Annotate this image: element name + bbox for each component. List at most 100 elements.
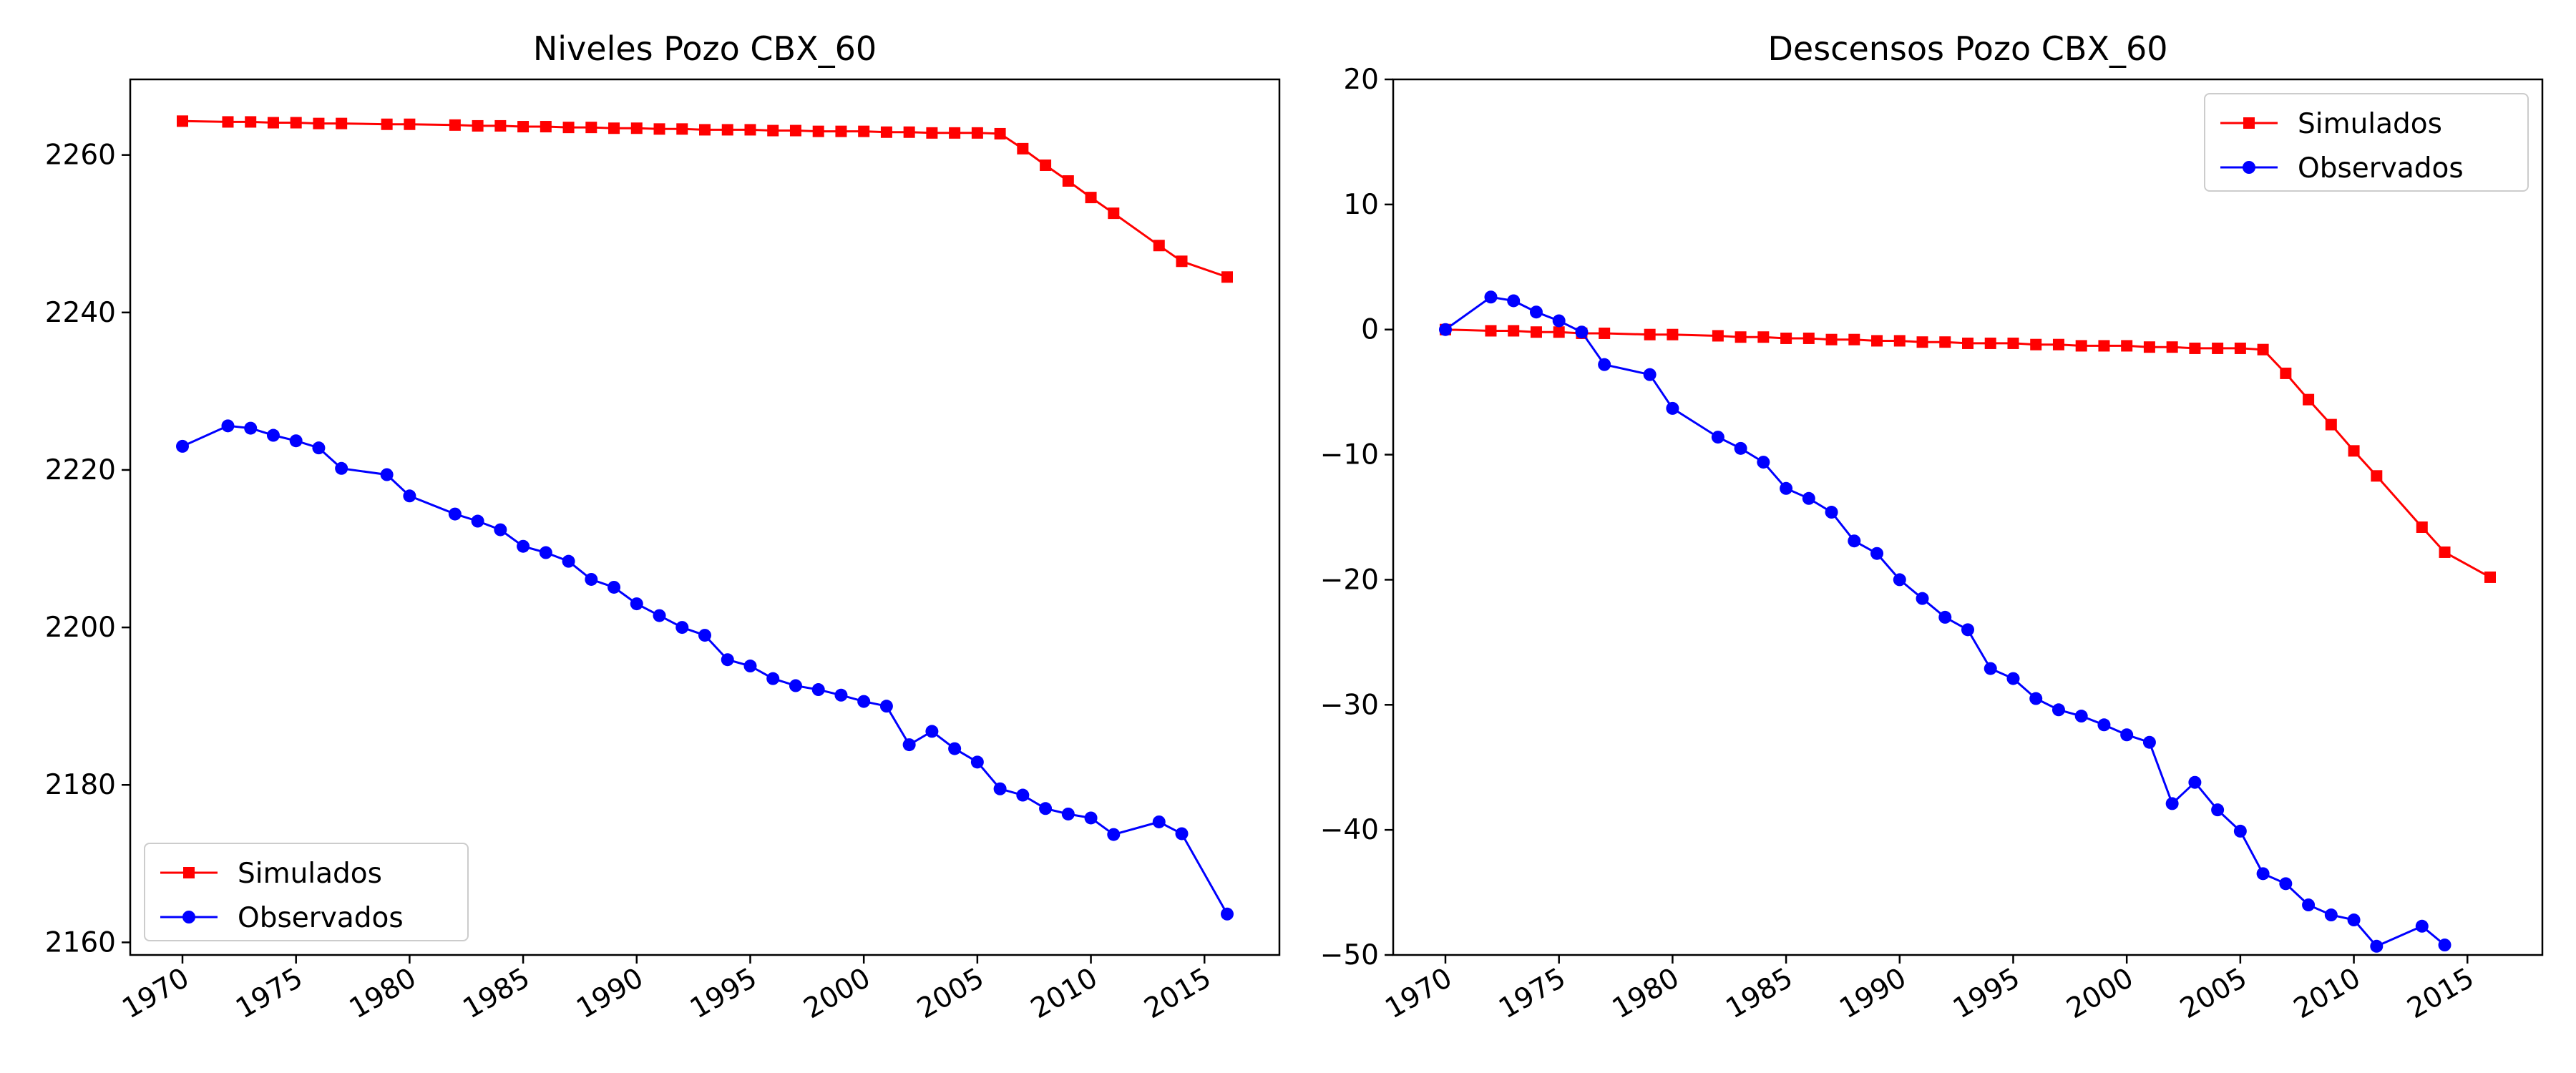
data-point-simulados <box>926 127 938 139</box>
data-point-observados <box>1084 811 1098 825</box>
data-point-simulados <box>949 127 961 139</box>
data-point-simulados <box>540 121 552 133</box>
data-point-simulados <box>1530 326 1542 338</box>
data-point-observados <box>721 653 734 667</box>
plot-area <box>176 115 1234 921</box>
data-point-observados <box>244 421 258 435</box>
data-point-observados <box>630 597 643 611</box>
data-point-observados <box>1938 610 1952 624</box>
data-point-observados <box>1152 815 1166 828</box>
legend-box <box>144 843 469 941</box>
data-point-observados <box>1666 401 1679 415</box>
data-point-simulados <box>2325 418 2337 431</box>
data-point-simulados <box>1062 175 1074 187</box>
data-point-observados <box>289 434 303 448</box>
data-point-simulados <box>630 122 643 134</box>
y-tick-label: −30 <box>1320 689 1379 721</box>
data-point-observados <box>2370 939 2384 953</box>
data-point-simulados <box>1871 335 1883 347</box>
data-point-simulados <box>994 127 1006 139</box>
data-point-observados <box>2142 735 2156 749</box>
y-tick-label: 2180 <box>45 769 116 801</box>
data-point-simulados <box>676 123 688 135</box>
data-point-simulados <box>562 122 575 134</box>
data-point-observados <box>1039 802 1053 815</box>
data-point-simulados <box>267 117 279 129</box>
data-point-simulados <box>1735 331 1747 343</box>
data-point-simulados <box>789 124 801 137</box>
data-point-observados <box>176 439 189 453</box>
data-point-observados <box>1439 323 1452 336</box>
data-point-observados <box>335 461 348 475</box>
data-point-simulados <box>1939 336 1951 348</box>
y-tick-label: 2260 <box>45 139 116 172</box>
data-point-simulados <box>2484 571 2496 583</box>
data-point-simulados <box>744 124 756 136</box>
data-point-observados <box>698 629 711 642</box>
data-point-observados <box>789 679 802 692</box>
data-point-observados <box>675 621 689 635</box>
data-point-observados <box>1175 827 1189 841</box>
data-point-observados <box>1893 573 1906 587</box>
data-point-observados <box>743 660 757 673</box>
plot-area <box>1439 290 2496 953</box>
data-point-observados <box>380 468 394 481</box>
data-point-simulados <box>903 126 915 138</box>
legend-label-simulados: Simulados <box>2298 108 2442 140</box>
data-point-observados <box>970 755 984 769</box>
data-point-simulados <box>2234 342 2246 354</box>
data-point-observados <box>1825 506 1838 519</box>
data-point-simulados <box>222 116 234 128</box>
legend-marker-simulados <box>2243 117 2255 129</box>
data-point-observados <box>221 419 235 433</box>
data-point-simulados <box>472 119 484 132</box>
data-point-observados <box>1107 828 1121 841</box>
data-point-simulados <box>971 127 983 139</box>
data-point-simulados <box>1017 142 1029 155</box>
data-point-observados <box>2188 775 2202 789</box>
data-point-observados <box>1598 358 1611 371</box>
data-point-observados <box>1575 325 1589 339</box>
data-point-simulados <box>1176 255 1188 268</box>
data-point-observados <box>879 700 893 713</box>
data-point-observados <box>2302 898 2316 912</box>
chart-title: Descensos Pozo CBX_60 <box>1767 29 2167 68</box>
data-point-observados <box>266 428 280 442</box>
legend-marker-observados <box>2243 161 2255 174</box>
data-point-simulados <box>2098 340 2110 352</box>
data-point-observados <box>1802 491 1815 505</box>
legend: Simulados Observados <box>144 843 469 941</box>
data-point-simulados <box>1984 337 1996 349</box>
axes-frame <box>129 78 1281 956</box>
data-point-simulados <box>2075 340 2087 352</box>
data-point-observados <box>2415 919 2429 933</box>
data-point-simulados <box>1916 336 1928 348</box>
data-point-simulados <box>2257 343 2269 356</box>
data-point-simulados <box>245 116 257 128</box>
y-tick-label: −50 <box>1320 939 1379 971</box>
data-point-observados <box>2256 867 2270 881</box>
y-tick-label: 2160 <box>45 926 116 959</box>
data-point-simulados <box>381 118 393 130</box>
data-point-simulados <box>1893 335 1906 347</box>
legend-label-observados: Observados <box>238 902 404 934</box>
data-point-simulados <box>653 123 665 135</box>
y-tick-label: −40 <box>1320 814 1379 846</box>
data-point-observados <box>766 672 780 685</box>
data-point-observados <box>2438 939 2451 952</box>
data-point-simulados <box>721 124 733 136</box>
data-point-simulados <box>2416 521 2428 533</box>
data-point-simulados <box>517 121 530 133</box>
data-point-simulados <box>2121 340 2133 352</box>
data-point-observados <box>1916 592 1929 605</box>
data-point-simulados <box>1962 337 1974 349</box>
y-tick-label: 20 <box>1343 64 1379 96</box>
data-point-simulados <box>608 122 620 134</box>
data-point-observados <box>562 554 575 568</box>
y-tick-label: 2240 <box>45 297 116 329</box>
data-point-observados <box>2097 718 2111 732</box>
data-point-simulados <box>1599 327 1611 339</box>
legend: Simulados Observados <box>2204 93 2529 192</box>
data-point-simulados <box>585 122 597 134</box>
